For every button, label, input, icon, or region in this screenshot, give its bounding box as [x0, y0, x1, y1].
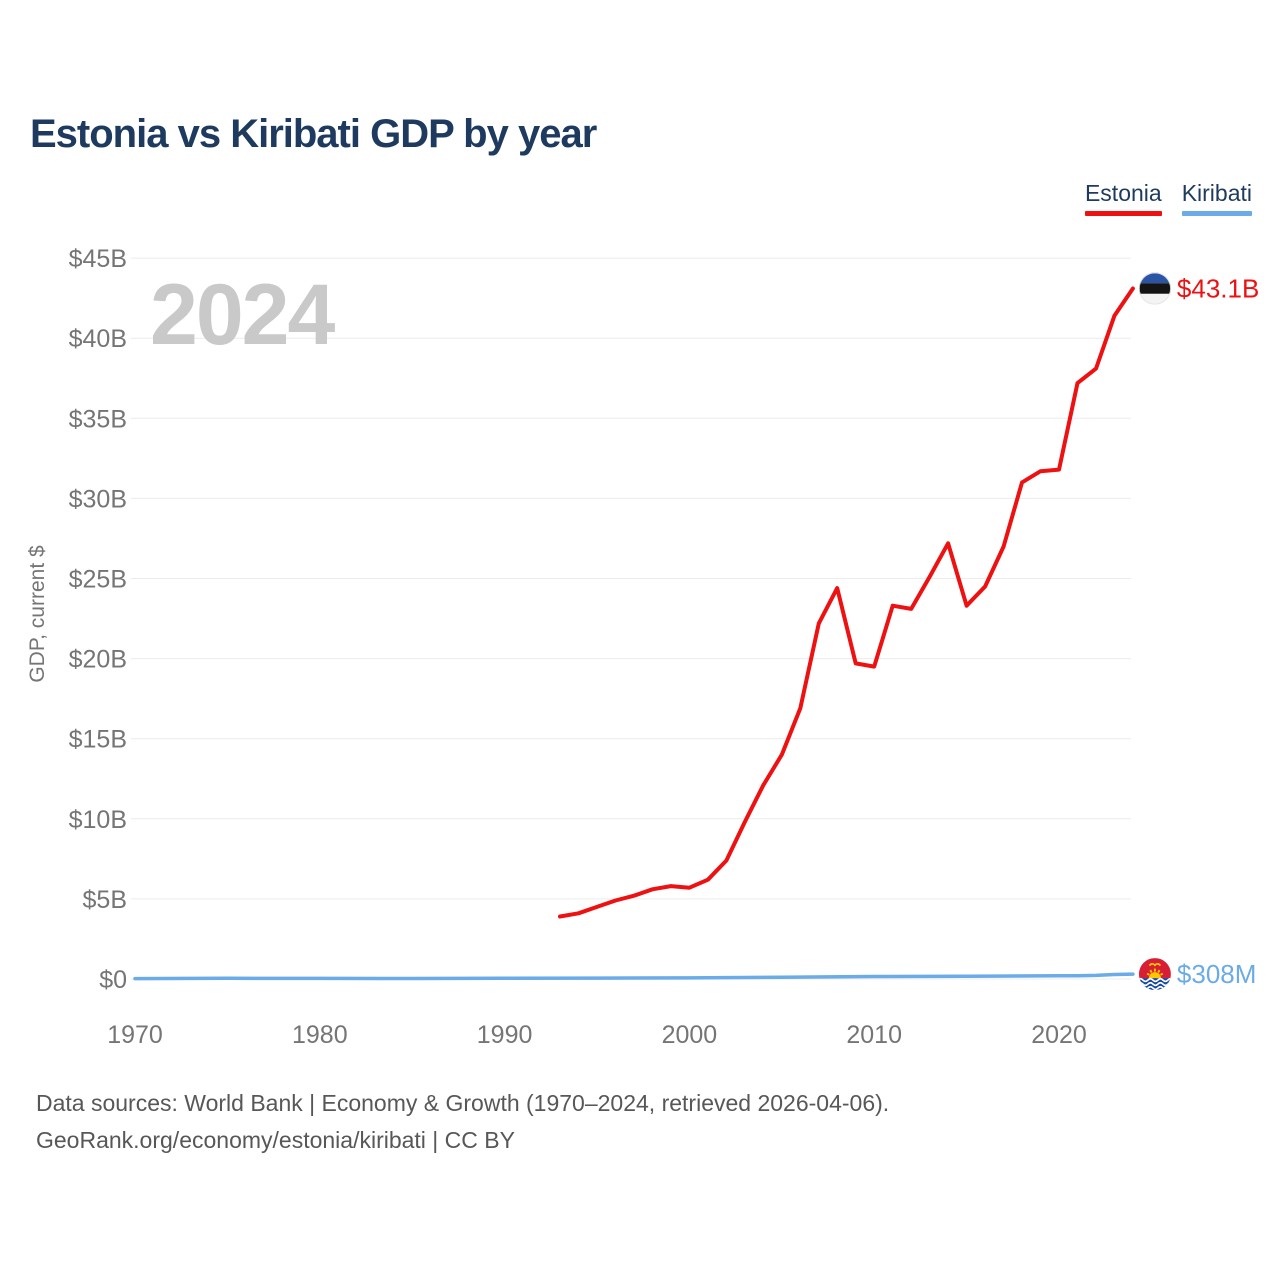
kiribati-line — [133, 972, 1135, 981]
kiribati-value-label: $308M — [1177, 959, 1257, 989]
y-axis-tick-label: $0 — [99, 966, 127, 994]
legend-underline-estonia — [1084, 211, 1162, 216]
sun-ray — [1146, 972, 1150, 976]
y-axis-title: GDP, current $ — [26, 545, 49, 683]
sun-icon — [1148, 972, 1161, 979]
y-axis-tick-label: $20B — [69, 646, 127, 674]
frigatebird-icon — [1148, 962, 1162, 967]
sun-ray — [1149, 969, 1153, 973]
watermark-year: 2024 — [150, 267, 335, 363]
estonia-flag-ring — [1138, 272, 1171, 305]
legend: Estonia Kiribati — [1084, 180, 1252, 216]
x-axis-tick-label: 1990 — [477, 1021, 533, 1049]
legend-label-estonia: Estonia — [1084, 180, 1162, 206]
x-axis-tick-label: 1980 — [292, 1021, 348, 1049]
y-axis-tick-label: $35B — [69, 405, 127, 433]
y-axis-tick-label: $5B — [83, 886, 127, 914]
legend-item-estonia[interactable]: Estonia — [1084, 180, 1162, 216]
page-title: Estonia vs Kiribati GDP by year — [30, 112, 597, 156]
estonia-value-label: $43.1B — [1177, 274, 1259, 304]
y-axis-tick-label: $30B — [69, 485, 127, 513]
footer-sources-line: Data sources: World Bank | Economy & Gro… — [36, 1090, 890, 1116]
legend-underline-kiribati — [1181, 211, 1252, 216]
sun-ray — [1157, 969, 1161, 973]
x-axis-tick-label: 1970 — [107, 1021, 163, 1049]
estonia-flag-icon — [1138, 272, 1171, 305]
y-axis-tick-label: $45B — [69, 245, 127, 273]
sun-ray — [1160, 972, 1164, 976]
y-axis-tick-label: $15B — [69, 726, 127, 754]
legend-label-kiribati: Kiribati — [1181, 180, 1252, 206]
wave-line — [1138, 977, 1171, 983]
footer: Data sources: World Bank | Economy & Gro… — [36, 1085, 889, 1159]
x-axis-tick-label: 2020 — [1031, 1021, 1087, 1049]
y-axis-tick-label: $40B — [69, 325, 127, 353]
x-axis-tick-label: 2000 — [662, 1021, 718, 1049]
kiribati-flag-icon — [1138, 958, 1171, 991]
x-axis-tick-label: 2010 — [846, 1021, 902, 1049]
y-axis-tick-label: $10B — [69, 806, 127, 834]
legend-item-kiribati[interactable]: Kiribati — [1181, 180, 1252, 216]
y-axis-tick-label: $25B — [69, 566, 127, 594]
estonia-line — [558, 286, 1135, 919]
footer-attribution-line: GeoRank.org/economy/estonia/kiribati | C… — [36, 1127, 515, 1153]
